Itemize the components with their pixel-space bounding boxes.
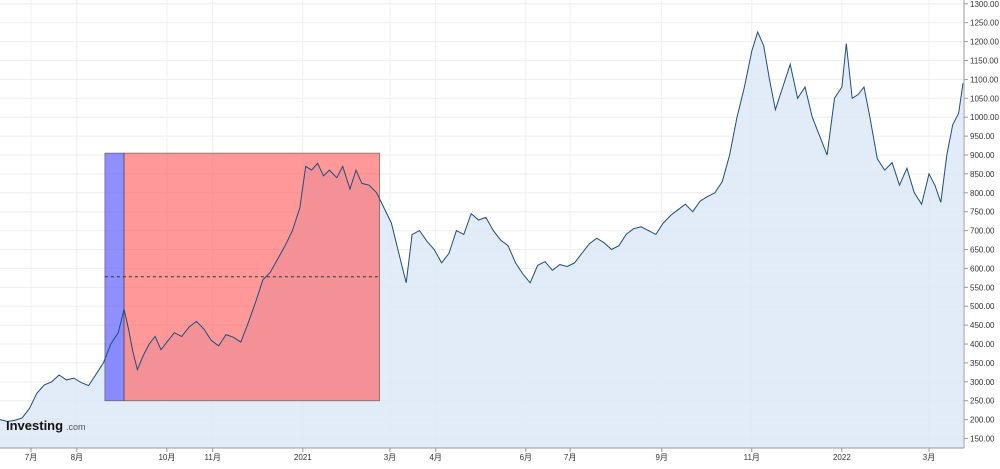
y-tick-label: 250.00 bbox=[970, 397, 995, 406]
y-tick-label: 1250.00 bbox=[970, 19, 999, 28]
x-tick-label: 6月 bbox=[520, 453, 532, 462]
y-tick-label: 450.00 bbox=[970, 321, 995, 330]
y-tick-label: 1200.00 bbox=[970, 38, 999, 47]
x-tick-label: 11月 bbox=[744, 453, 760, 462]
y-tick-label: 750.00 bbox=[970, 208, 995, 217]
y-tick-label: 950.00 bbox=[970, 132, 995, 141]
y-tick-label: 800.00 bbox=[970, 189, 995, 198]
line-layer bbox=[0, 30, 964, 423]
logo-sub-text: .com bbox=[66, 422, 86, 432]
y-tick-label: 350.00 bbox=[970, 359, 995, 368]
y-tick-label: 200.00 bbox=[970, 416, 995, 425]
y-tick-label: 1000.00 bbox=[970, 113, 999, 122]
y-tick-label: 650.00 bbox=[970, 246, 995, 255]
y-tick-label: 500.00 bbox=[970, 302, 995, 311]
x-tick-label: 9月 bbox=[655, 453, 667, 462]
series-line bbox=[0, 30, 964, 423]
y-tick-label: 1300.00 bbox=[970, 0, 999, 9]
x-tick-label: 10月 bbox=[158, 453, 175, 462]
x-tick-label: 3月 bbox=[384, 453, 396, 462]
y-tick-label: 150.00 bbox=[970, 435, 995, 444]
logo-main-text: Investing bbox=[6, 418, 63, 433]
x-tick-label: 2022 bbox=[833, 453, 851, 462]
y-tick-label: 1100.00 bbox=[970, 75, 999, 84]
x-tick-label: 7月 bbox=[25, 453, 37, 462]
x-tick-label: 4月 bbox=[429, 453, 441, 462]
x-tick-label: 7月 bbox=[564, 453, 576, 462]
investing-logo: Investing .com bbox=[6, 418, 86, 433]
annotation-layer bbox=[104, 152, 380, 402]
y-tick-label: 1150.00 bbox=[970, 56, 999, 65]
y-tick-label: 600.00 bbox=[970, 264, 995, 273]
y-tick-label: 900.00 bbox=[970, 151, 995, 160]
y-tick-label: 1050.00 bbox=[970, 94, 999, 103]
y-tick-label: 400.00 bbox=[970, 340, 995, 349]
y-tick-label: 550.00 bbox=[970, 283, 995, 292]
y-tick-label: 850.00 bbox=[970, 170, 995, 179]
y-tick-label: 700.00 bbox=[970, 227, 995, 236]
x-tick-label: 2021 bbox=[294, 453, 312, 462]
y-tick-label: 300.00 bbox=[970, 378, 995, 387]
x-tick-label: 8月 bbox=[71, 453, 83, 462]
x-tick-label: 3月 bbox=[923, 453, 935, 462]
x-tick-label: 11月 bbox=[205, 453, 221, 462]
